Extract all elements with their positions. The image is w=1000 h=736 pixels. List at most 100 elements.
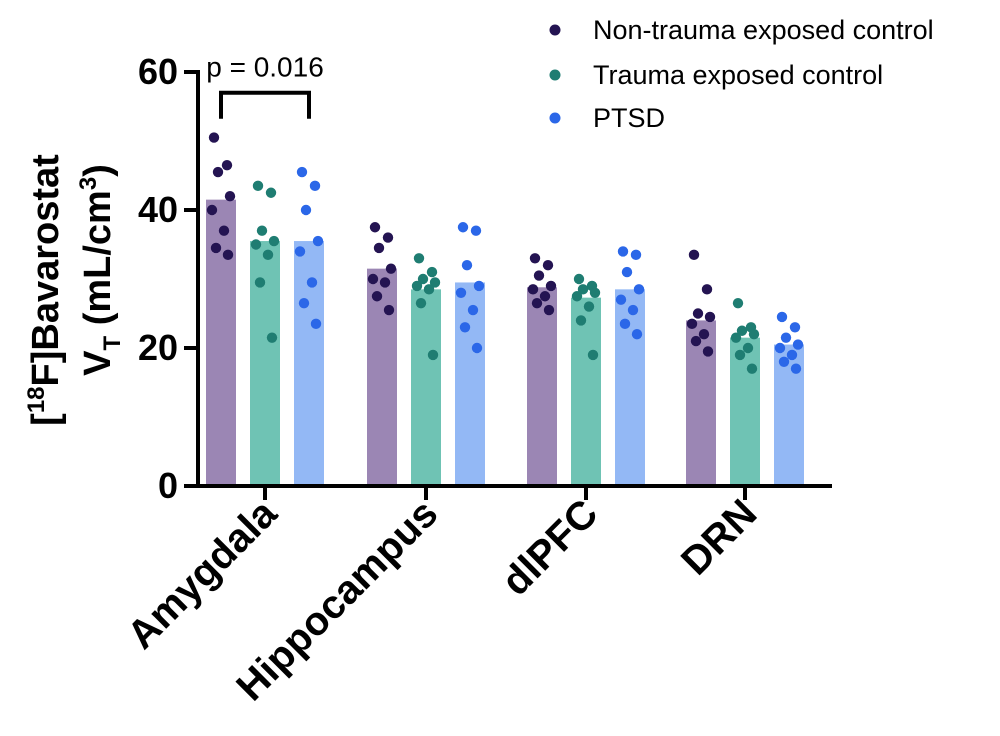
bar-dlpfc-series-0 (527, 287, 557, 486)
data-point (208, 132, 220, 143)
data-point (780, 332, 792, 343)
bar-drn-series-1 (730, 337, 760, 486)
data-point (256, 225, 268, 236)
data-point (730, 332, 742, 343)
data-point (621, 266, 633, 278)
data-point (310, 318, 322, 330)
data-point (294, 246, 306, 257)
data-point (688, 249, 700, 261)
data-point (222, 249, 234, 261)
data-point (415, 297, 427, 309)
data-point (210, 242, 222, 254)
data-point (427, 349, 439, 361)
y-tick-label: 60 (138, 51, 178, 92)
data-point (792, 339, 804, 350)
significance-annotation: p = 0.016 (206, 52, 324, 119)
y-tick-label: 20 (138, 327, 178, 368)
data-point (429, 277, 441, 288)
x-tick-label-amygdala: Amygdala (119, 491, 286, 658)
data-point (262, 249, 274, 261)
data-point (373, 242, 385, 254)
data-point (539, 291, 551, 302)
legend-marker-1 (549, 69, 561, 81)
bar-hippocampus-series-2 (455, 282, 485, 486)
data-point (571, 291, 583, 302)
y-axis-label: [18F]Bavarostat VT (mL/cm3) (23, 154, 126, 426)
data-point (265, 187, 277, 198)
data-point (732, 297, 744, 309)
data-point (369, 222, 381, 233)
data-point (545, 280, 557, 292)
data-point (633, 284, 645, 295)
data-point (573, 273, 585, 285)
data-point (461, 260, 473, 271)
data-point (789, 322, 801, 333)
data-point (367, 273, 379, 285)
bar-drn-series-0 (686, 320, 716, 486)
significance-bracket (219, 90, 311, 119)
data-point (531, 297, 543, 309)
p-value-label: p = 0.016 (206, 52, 324, 83)
data-point (296, 166, 308, 178)
data-point (774, 342, 786, 354)
data-point (542, 260, 554, 271)
data-point (529, 253, 541, 264)
y-axis-label-line1: [18F]Bavarostat (23, 154, 67, 426)
data-point (212, 166, 224, 178)
data-point (627, 304, 639, 316)
legend-marker-2 (549, 112, 561, 124)
data-point (413, 253, 425, 264)
data-point (527, 284, 539, 295)
data-point (617, 246, 629, 257)
data-point (698, 329, 710, 340)
data-point (619, 318, 631, 330)
data-point (589, 287, 601, 298)
bar-hippocampus-series-0 (367, 268, 397, 486)
data-point (306, 277, 318, 288)
data-point (748, 329, 760, 340)
data-point (459, 322, 471, 333)
data-point (467, 304, 479, 316)
data-point (312, 235, 324, 247)
data-point (686, 318, 698, 330)
y-tick-label: 40 (138, 189, 178, 230)
data-point (254, 277, 266, 288)
legend-label-1: Trauma exposed control (593, 60, 883, 90)
data-point (224, 191, 236, 202)
data-point (786, 349, 798, 361)
bar-amygdala-series-2 (294, 241, 324, 486)
bar-amygdala-series-0 (206, 199, 236, 486)
data-point (587, 349, 599, 361)
data-point (423, 284, 435, 295)
legend-label-0: Non-trauma exposed control (593, 15, 934, 45)
data-point (630, 249, 642, 261)
data-point (206, 204, 218, 216)
data-point (778, 356, 790, 367)
bar-amygdala-series-1 (250, 241, 280, 486)
data-point (268, 235, 280, 247)
x-tick-label-dlpfc: dlPFC (494, 491, 607, 604)
y-axis-label-line2: VT (mL/cm3) (75, 164, 126, 376)
data-point (692, 308, 704, 319)
data-point (383, 304, 395, 316)
data-point (543, 304, 555, 316)
data-point (379, 277, 391, 288)
data-point (371, 291, 383, 302)
data-point (309, 180, 321, 192)
bar-dlpfc-series-2 (615, 289, 645, 486)
data-point (266, 332, 278, 343)
data-point (631, 329, 643, 340)
x-tick-label-drn: DRN (673, 491, 765, 583)
legend: Non-trauma exposed control Trauma exposed… (549, 15, 934, 133)
data-point (221, 159, 233, 171)
bar-hippocampus-series-1 (411, 289, 441, 486)
data-point (252, 180, 264, 192)
data-point (690, 335, 702, 347)
data-point (736, 325, 748, 336)
data-point (704, 311, 716, 323)
legend-label-2: PTSD (593, 103, 665, 133)
points-layer (206, 132, 804, 374)
data-point (300, 204, 312, 216)
data-point (583, 301, 595, 312)
